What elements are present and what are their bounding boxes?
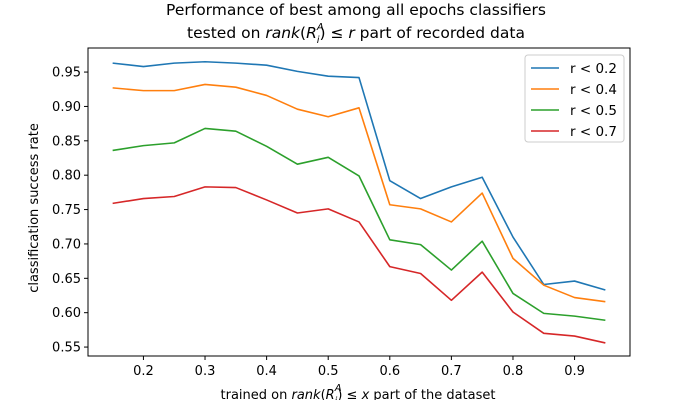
x-tick-label: 0.3 [195, 364, 216, 379]
chart-title-line-2: tested on rank(RA i) ≤ r part of recorded… [187, 22, 525, 46]
x-axis-label-post: part of the dataset [369, 388, 495, 400]
y-tick-label: 0.90 [52, 100, 81, 115]
x-ticks: 0.2 0.3 0.4 0.5 0.6 0.7 0.8 0.9 [133, 356, 585, 379]
y-tick-label: 0.95 [52, 66, 81, 81]
y-tick-label: 0.80 [52, 169, 81, 184]
y-tick-label: 0.60 [52, 306, 81, 321]
y-tick-label: 0.70 [52, 237, 81, 252]
y-tick-label: 0.75 [52, 203, 81, 218]
chart-title-line-2-post: part of recorded data [355, 24, 525, 42]
x-tick-label: 0.6 [379, 364, 400, 379]
x-tick-label: 0.8 [503, 364, 524, 379]
series-line-4 [112, 186, 606, 344]
legend-label: r < 0.5 [570, 103, 617, 119]
x-axis-label-pre: trained on [221, 388, 292, 400]
legend-label: r < 0.4 [570, 82, 617, 98]
plot-frame [87, 47, 631, 357]
series-line-3 [112, 127, 606, 322]
x-axis-label: trained on rank(RAi) ≤ x part of the dat… [221, 383, 496, 400]
x-tick-label: 0.2 [133, 364, 154, 379]
legend-label: r < 0.2 [570, 61, 617, 77]
series-layer [112, 60, 606, 344]
series-line-1 [112, 60, 606, 291]
series-line-2 [112, 83, 606, 303]
x-tick-label: 0.4 [256, 364, 277, 379]
x-tick-label: 0.7 [441, 364, 462, 379]
x-tick-label: 0.9 [564, 364, 585, 379]
legend-box [524, 54, 625, 143]
y-ticks: 0.55 0.60 0.65 0.70 0.75 0.80 0.85 0.90 0.95 [52, 66, 88, 356]
chart-title-line-2-pre: tested on [187, 24, 265, 42]
chart-title-line-1: Performance of best among all epochs cla… [166, 1, 546, 19]
y-tick-label: 0.85 [52, 134, 81, 149]
x-tick-label: 0.5 [318, 364, 339, 379]
y-axis-label: classification success rate [27, 123, 42, 293]
y-tick-label: 0.65 [52, 272, 81, 287]
y-tick-label: 0.55 [52, 341, 81, 356]
legend: r < 0.2 r < 0.4 r < 0.5 r < 0.7 [524, 54, 625, 143]
legend-label: r < 0.7 [570, 124, 617, 140]
